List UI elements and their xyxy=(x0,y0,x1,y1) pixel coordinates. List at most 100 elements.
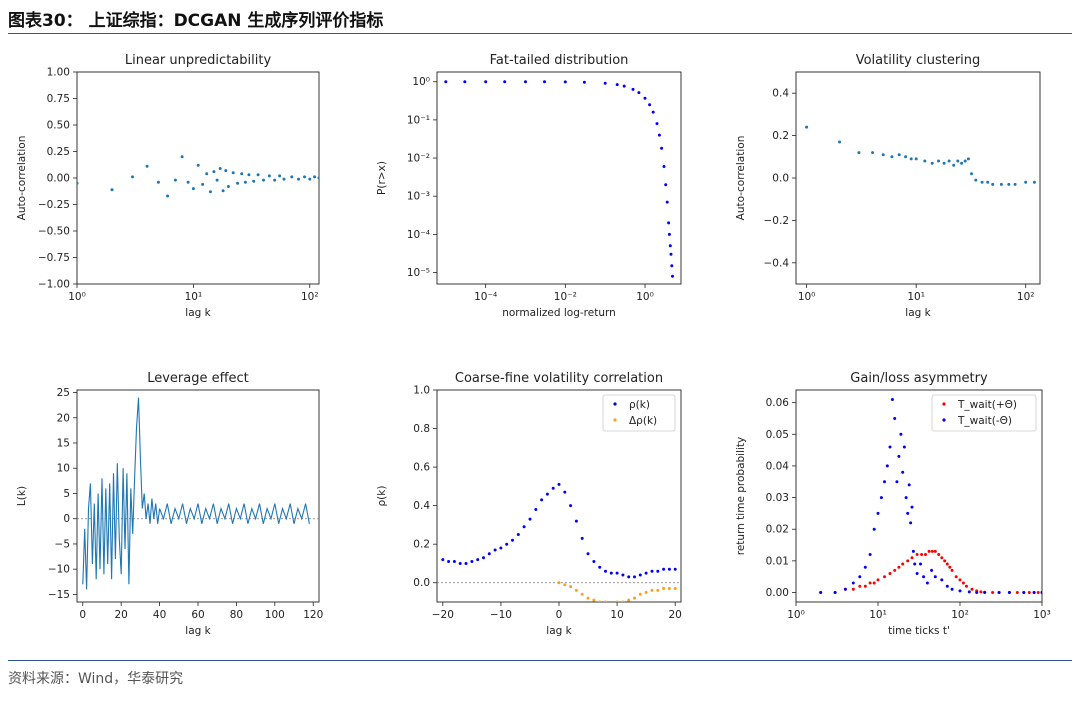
data-point xyxy=(638,592,642,596)
data-point xyxy=(876,578,880,582)
data-point xyxy=(893,568,897,572)
x-tick-label: 120 xyxy=(303,609,323,621)
data-point xyxy=(528,517,532,521)
data-point xyxy=(656,588,660,592)
data-point xyxy=(615,600,619,602)
data-point xyxy=(297,177,300,181)
x-tick-label: 0 xyxy=(79,609,86,621)
data-point xyxy=(657,133,661,137)
data-point xyxy=(667,221,671,225)
data-point xyxy=(201,182,205,186)
y-tick-label: 10⁻³ xyxy=(407,191,430,203)
data-point xyxy=(563,583,567,587)
data-point xyxy=(598,565,602,569)
data-point xyxy=(186,180,190,184)
x-tick-label: 10² xyxy=(301,291,319,303)
data-point xyxy=(212,170,216,174)
data-point xyxy=(633,575,636,579)
data-point xyxy=(660,146,664,150)
data-point xyxy=(303,175,306,179)
data-point xyxy=(505,542,509,546)
data-point xyxy=(631,87,635,91)
data-point xyxy=(551,486,555,490)
x-tick-label: 10⁻⁴ xyxy=(474,291,497,303)
data-point xyxy=(226,185,230,188)
data-point xyxy=(902,445,906,449)
data-point xyxy=(895,480,899,484)
plot-frame xyxy=(795,389,1043,603)
data-point xyxy=(888,572,892,575)
data-point xyxy=(173,178,177,182)
x-tick-label: 40 xyxy=(153,609,166,621)
data-point xyxy=(975,591,979,594)
data-point xyxy=(441,558,445,562)
data-point xyxy=(923,159,927,163)
data-point xyxy=(627,598,631,602)
data-point xyxy=(522,525,526,529)
data-point xyxy=(77,181,79,185)
chart-title: Leverage effect xyxy=(147,371,249,386)
data-point xyxy=(205,172,209,176)
data-point xyxy=(273,178,277,182)
data-point xyxy=(904,155,908,159)
data-point xyxy=(655,122,659,126)
chart-volclust: Volatility clustering 10⁰ 10¹ 10² 0.4 0.2 0.0 −… xyxy=(735,53,1041,319)
data-point xyxy=(524,80,527,84)
data-point xyxy=(633,596,636,600)
x-tick-label: −10 xyxy=(490,609,512,621)
y-tick-label: −0.25 xyxy=(38,199,70,211)
y-tick-label: 10⁻² xyxy=(407,153,430,165)
data-point xyxy=(1032,591,1036,594)
data-point xyxy=(622,84,626,88)
y-tick-label: 0.2 xyxy=(772,130,789,142)
data-point xyxy=(313,175,317,179)
data-point xyxy=(991,182,995,186)
data-point xyxy=(240,172,244,176)
plot-frame xyxy=(795,71,1041,285)
data-point xyxy=(665,200,669,204)
data-point xyxy=(871,151,875,155)
data-point xyxy=(937,553,941,556)
data-point xyxy=(667,232,671,236)
chart-title: Fat-tailed distribution xyxy=(490,53,629,68)
data-point xyxy=(580,592,584,596)
data-point xyxy=(943,559,947,563)
x-tick-label: 10¹ xyxy=(869,609,887,621)
data-point xyxy=(1027,591,1031,594)
data-point xyxy=(308,177,312,181)
x-axis-label: lag k xyxy=(185,307,211,319)
data-point xyxy=(1040,591,1042,594)
figure-title: 图表30： 上证综指：DCGAN 生成序列评价指标 xyxy=(8,11,384,31)
data-point xyxy=(890,155,894,159)
data-point xyxy=(970,172,973,176)
data-point xyxy=(991,591,995,594)
y-tick-label: 0.06 xyxy=(766,397,790,409)
data-point xyxy=(883,480,886,484)
y-tick-label: 0.2 xyxy=(413,539,430,551)
data-point xyxy=(925,581,929,585)
data-point xyxy=(673,567,677,571)
data-point xyxy=(1024,180,1028,184)
y-tick-label: −0.4 xyxy=(764,257,790,269)
data-point xyxy=(933,575,937,579)
legend-marker xyxy=(613,418,617,422)
header-divider xyxy=(8,33,1072,34)
y-tick-label: 0.05 xyxy=(766,429,789,441)
data-point xyxy=(638,573,642,577)
y-axis-label: P(r>x) xyxy=(376,161,388,195)
data-point xyxy=(833,591,837,594)
data-point xyxy=(667,587,671,590)
data-point xyxy=(945,584,949,588)
y-tick-label: 20 xyxy=(57,412,70,424)
y-axis-label: return time probability xyxy=(735,437,747,556)
footer-divider xyxy=(8,660,1072,661)
data-point xyxy=(648,103,652,107)
data-point xyxy=(838,140,842,144)
data-point xyxy=(598,600,602,602)
data-point xyxy=(868,581,872,585)
y-tick-label: 0.75 xyxy=(47,93,70,105)
data-point xyxy=(191,187,195,191)
legend-marker xyxy=(613,402,617,406)
data-point xyxy=(948,565,952,569)
plot-area xyxy=(444,80,674,278)
